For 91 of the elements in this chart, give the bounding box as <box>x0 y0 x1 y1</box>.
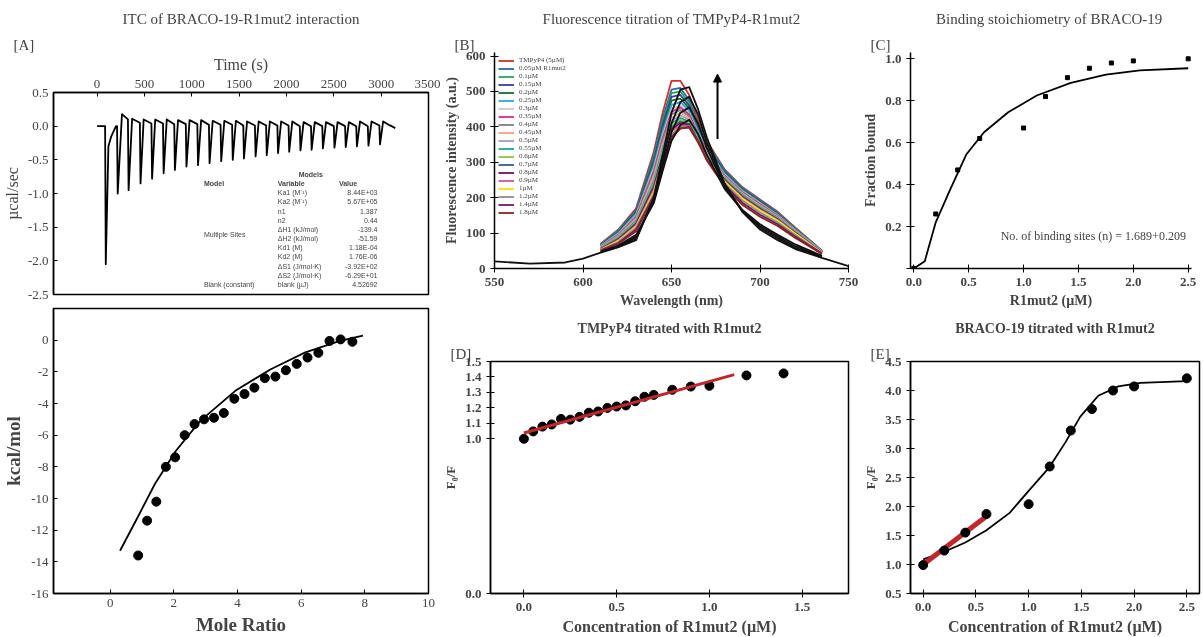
x-axis-title: Concentration of R1mut2 (µM) <box>562 617 777 636</box>
y-axis-title: µcal/sec <box>3 167 22 220</box>
x-tick-label: 1500 <box>226 75 253 91</box>
x-tick-label: 0 <box>93 75 101 91</box>
y-tick-label: 0.6 <box>885 134 902 150</box>
x-tick-label: 6 <box>297 594 305 610</box>
x-tick-label: 1.5 <box>1070 273 1088 289</box>
y-tick-label: -10 <box>31 490 49 506</box>
x-tick-label: 2.5 <box>1180 273 1197 289</box>
x-tick-label: 2.0 <box>1125 598 1143 614</box>
x-tick-label: 3500 <box>414 75 441 91</box>
y-tick-label: -16 <box>31 585 49 601</box>
y-tick-label: 0.0 <box>32 118 49 134</box>
y-tick-label: 100 <box>466 225 486 241</box>
y-tick-label: -12 <box>31 522 49 538</box>
x-tick-label: 2000 <box>273 75 300 91</box>
text: [C] <box>870 36 891 53</box>
y-tick-label: 0.4 <box>885 176 902 192</box>
x-tick-label: 0.0 <box>915 598 932 614</box>
x-tick-label: 0.5 <box>967 598 985 614</box>
x-tick-label: 500 <box>134 75 155 91</box>
y-tick-label: 300 <box>466 154 486 170</box>
y-tick-label: 1.0 <box>885 556 902 572</box>
chart-title: Fluorescence titration of TMPyP4-R1mut2 <box>542 10 801 27</box>
y-tick-label: 0.2 <box>885 218 902 234</box>
x-tick-label: 1.5 <box>794 598 811 614</box>
y-tick-label: -2 <box>37 363 49 379</box>
y-tick-label: -2.5 <box>27 286 49 302</box>
x-axis-title: Time (s) <box>213 55 269 74</box>
chart-title: BRACO-19 titrated with R1mut2 <box>955 320 1155 336</box>
x-tick-label: 1000 <box>178 75 205 91</box>
y-tick-label: 400 <box>466 118 486 134</box>
x-tick-label: 2.0 <box>1125 273 1142 289</box>
y-tick-label: 3.0 <box>885 440 902 456</box>
y-tick-label: 0.8 <box>885 92 902 108</box>
x-tick-label: 1.0 <box>1015 273 1032 289</box>
x-tick-label: 550 <box>484 273 505 289</box>
y-tick-label: 1.1 <box>465 415 482 431</box>
y-tick-label: -1.0 <box>27 185 49 201</box>
y-tick-label: -2.0 <box>27 252 49 268</box>
chart-title: ITC of BRACO-19-R1mut2 interaction <box>122 10 361 27</box>
y-tick-label: -0.5 <box>27 151 49 167</box>
x-tick-label: 10 <box>422 594 435 610</box>
x-axis-title: Wavelength (nm) <box>619 292 724 309</box>
y-tick-label: -14 <box>31 553 49 569</box>
x-tick-label: 0.5 <box>960 273 978 289</box>
y-tick-label: -8 <box>37 458 49 474</box>
y-tick-label: 2.5 <box>885 469 902 485</box>
annotation: No. of binding sites (n) = 1.689+0.209 <box>1000 228 1186 243</box>
x-tick-label: 600 <box>573 273 593 289</box>
x-tick-label: 2500 <box>320 75 347 91</box>
x-axis-title: Mole Ratio <box>195 613 287 635</box>
y-tick-label: 1.2 <box>465 399 482 415</box>
x-tick-label: 750 <box>838 273 859 289</box>
text: [A] <box>13 36 35 53</box>
x-axis-title: R1mut2 (µM) <box>1009 292 1093 309</box>
x-tick-label: 700 <box>750 273 770 289</box>
y-tick-label: -4 <box>37 395 49 411</box>
y-axis-title: F₀/F <box>443 465 459 490</box>
y-axis-title: kcal/mol <box>3 416 25 486</box>
x-tick-label: 4 <box>234 594 242 610</box>
x-tick-label: 1.0 <box>701 598 718 614</box>
y-tick-label: 0 <box>42 332 49 348</box>
y-tick-label: 1.4 <box>465 368 482 384</box>
x-tick-label: 2 <box>170 594 178 610</box>
x-tick-label: 650 <box>661 273 682 289</box>
chart-title: TMPyP4 titrated with R1mut2 <box>577 320 762 336</box>
x-tick-label: 1.0 <box>1020 598 1037 614</box>
x-tick-label: 0.0 <box>905 273 922 289</box>
y-tick-label: 3.5 <box>885 411 902 427</box>
y-tick-label: 1.0 <box>465 430 482 446</box>
y-axis-title: F₀/F <box>863 465 879 490</box>
x-tick-label: 2.5 <box>1178 598 1196 614</box>
y-tick-label: 1.3 <box>465 384 482 400</box>
y-tick-label: 0 <box>479 260 486 276</box>
y-tick-label: -1.5 <box>27 219 49 235</box>
y-tick-label: 1.5 <box>885 527 902 543</box>
x-tick-label: 0 <box>106 594 114 610</box>
x-tick-label: 0.5 <box>608 598 626 614</box>
x-tick-label: 3000 <box>368 75 395 91</box>
y-tick-label: 2.0 <box>885 498 902 514</box>
y-tick-label: -6 <box>37 427 49 443</box>
x-tick-label: 8 <box>361 594 369 610</box>
x-tick-label: 0.0 <box>515 598 533 614</box>
chart-title: Binding stoichiometry of BRACO-19 <box>936 10 1163 27</box>
y-axis-title: Fluorescence intensity (a.u.) <box>444 76 460 244</box>
y-tick-label: 4.0 <box>885 382 902 398</box>
y-axis-title: Fraction bound <box>863 113 879 207</box>
x-tick-label: 1.5 <box>1073 598 1090 614</box>
y-tick-label: 200 <box>466 189 486 205</box>
x-axis-title: Concentration of R1mut2 (µM) <box>947 617 1163 636</box>
